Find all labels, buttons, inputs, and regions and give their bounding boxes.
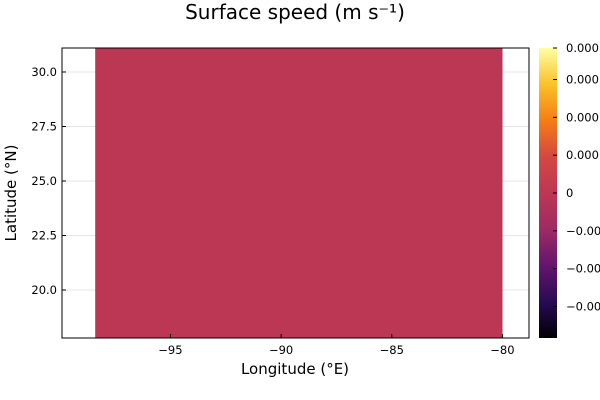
colorbar-tick-label: −0.000	[566, 224, 600, 238]
colorbar-ticks: −0.000 −0.000 −0.000 0 0.000 0.000 0.000 0.000	[553, 41, 600, 313]
colorbar-tick-label: 0.000	[566, 110, 599, 124]
plot-frame	[61, 47, 530, 339]
colorbar-tick-label: 0.000	[566, 148, 599, 162]
y-tick-label: 20.0	[31, 283, 57, 297]
x-tick-label: −80	[490, 343, 514, 357]
y-axis-ticks: 20.0 22.5 25.0 27.5 30.0	[31, 65, 66, 297]
plot-border	[61, 47, 530, 339]
colorbar-tick-label: 0.000	[566, 41, 599, 55]
colorbar	[539, 48, 557, 338]
y-tick-label: 27.5	[31, 119, 57, 133]
heatmap-cell	[95, 48, 503, 338]
x-axis-label: Longitude (°E)	[241, 360, 349, 378]
y-tick-label: 30.0	[31, 65, 57, 79]
y-tick-label: 22.5	[31, 229, 57, 243]
colorbar-tick-label: −0.000	[566, 262, 600, 276]
x-tick-label: −95	[158, 343, 182, 357]
colorbar-tick-label: 0	[566, 186, 573, 200]
y-axis-label: Latitude (°N)	[2, 145, 20, 242]
x-axis-ticks: −95 −90 −85 −80	[158, 334, 515, 357]
colorbar-tick-label: −0.000	[566, 299, 600, 313]
x-tick-label: −90	[269, 343, 293, 357]
heatmap-field	[95, 48, 503, 338]
x-tick-label: −85	[380, 343, 404, 357]
y-tick-label: 25.0	[31, 174, 57, 188]
colorbar-tick-label: 0.000	[566, 73, 599, 87]
chart-title: Surface speed (m s⁻¹)	[185, 0, 405, 24]
